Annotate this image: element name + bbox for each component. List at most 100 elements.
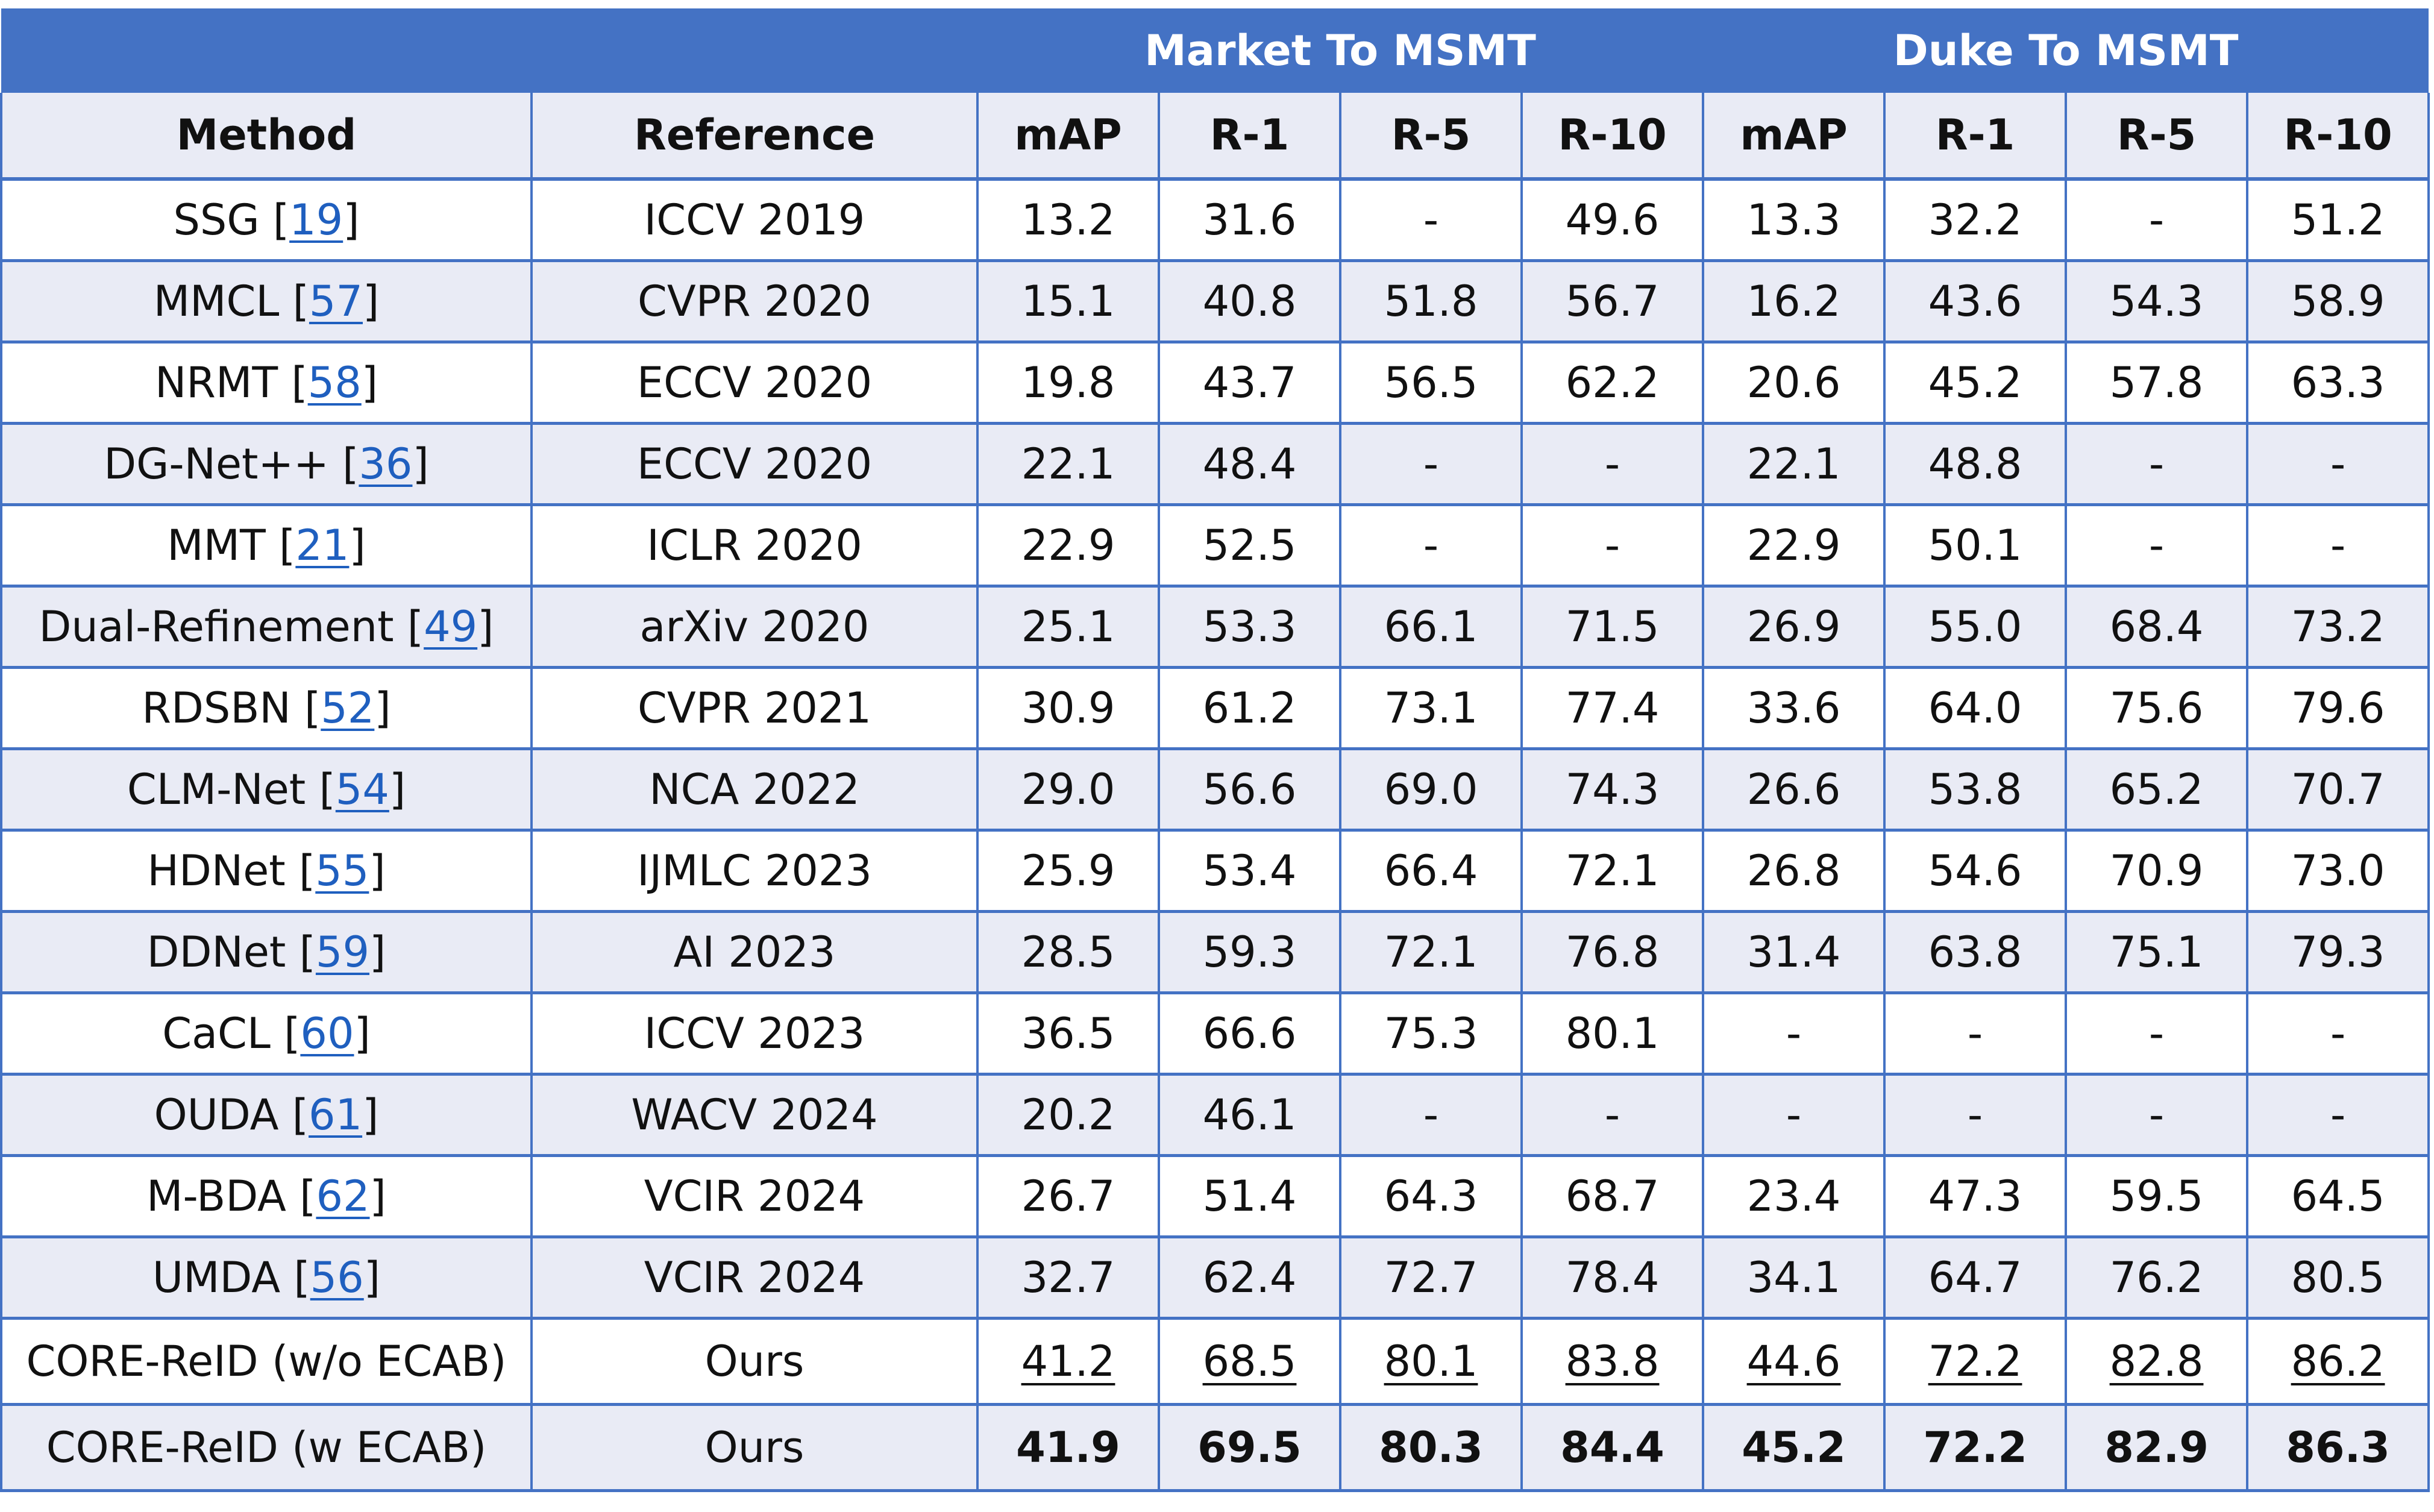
method-name: SSG [173, 195, 260, 245]
reference-cell: ICCV 2023 [530, 993, 979, 1076]
value-cell: 15.1 [976, 260, 1160, 343]
citation-link[interactable]: 56 [310, 1253, 364, 1302]
value-cell: 34.1 [1702, 1237, 1886, 1320]
value-cell: 63.3 [2246, 342, 2430, 425]
method-cell: DG-Net++ [36] [0, 423, 533, 506]
value-cell: 16.2 [1702, 260, 1886, 343]
value-cell: 26.8 [1702, 830, 1886, 913]
value-cell: - [1883, 1074, 2068, 1157]
method-name: DG-Net++ [104, 439, 329, 489]
value-cell: 73.0 [2246, 830, 2430, 913]
value-cell: 80.5 [2246, 1237, 2430, 1320]
value-cell: 72.2 [1883, 1404, 2068, 1492]
citation-link[interactable]: 57 [309, 277, 363, 326]
reference-cell: IJMLC 2023 [530, 830, 979, 913]
value-cell: - [1339, 1074, 1523, 1157]
value-cell: 43.6 [1883, 260, 2068, 343]
column-header: Method [0, 93, 533, 181]
value-cell: 44.6 [1702, 1318, 1886, 1406]
value-cell: - [2246, 504, 2430, 588]
method-cell: CORE-ReID (w ECAB) [0, 1404, 533, 1492]
value-cell: - [2246, 423, 2430, 506]
citation-link[interactable]: 21 [295, 521, 350, 570]
value-cell: 22.9 [1702, 504, 1886, 588]
citation-link[interactable]: 49 [424, 602, 478, 651]
value-cell: 47.3 [1883, 1155, 2068, 1238]
column-header: R-1 [1158, 93, 1341, 181]
value-cell: 49.6 [1520, 179, 1705, 262]
value-cell: - [1520, 1074, 1705, 1157]
value-cell: 72.1 [1520, 830, 1705, 913]
value-cell: - [2065, 1074, 2249, 1157]
value-cell: 54.3 [2065, 260, 2249, 343]
method-cell: Dual-Refinement [49] [0, 586, 533, 669]
value-cell: 56.6 [1158, 748, 1341, 832]
value-cell: 72.2 [1883, 1318, 2068, 1406]
citation-link[interactable]: 54 [335, 765, 389, 814]
value-cell: 23.4 [1702, 1155, 1886, 1238]
column-header: R-5 [1339, 93, 1523, 181]
results-table: Market To MSMT Duke To MSMT Method Refer… [0, 8, 2430, 1492]
value-cell: - [1520, 504, 1705, 588]
value-cell: 68.5 [1158, 1318, 1341, 1406]
citation-link[interactable]: 59 [315, 927, 369, 977]
value-cell: 74.3 [1520, 748, 1705, 832]
method-name: MMCL [153, 277, 280, 326]
value-cell: 31.6 [1158, 179, 1341, 262]
value-cell: 78.4 [1520, 1237, 1705, 1320]
method-name: CORE-ReID (w/o ECAB) [26, 1337, 507, 1386]
value-cell: 56.5 [1339, 342, 1523, 425]
value-cell: 64.5 [2246, 1155, 2430, 1238]
citation-link[interactable]: 19 [289, 195, 343, 245]
reference-cell: ECCV 2020 [530, 423, 979, 506]
value-cell: 54.6 [1883, 830, 2068, 913]
citation-link[interactable]: 61 [309, 1090, 363, 1140]
value-cell: 84.4 [1520, 1404, 1705, 1492]
value-cell: 26.7 [976, 1155, 1160, 1238]
method-name: NRMT [154, 358, 278, 407]
value-cell: 13.2 [976, 179, 1160, 262]
value-cell: 86.3 [2246, 1404, 2430, 1492]
value-cell: 13.3 [1702, 179, 1886, 262]
citation-link[interactable]: 52 [321, 683, 375, 733]
value-cell: 79.6 [2246, 667, 2430, 750]
value-cell: 19.8 [976, 342, 1160, 425]
reference-cell: Ours [530, 1404, 979, 1492]
method-name: UMDA [152, 1253, 281, 1302]
value-cell: 43.7 [1158, 342, 1341, 425]
method-name: MMT [167, 521, 266, 570]
method-cell: DDNet [59] [0, 911, 533, 994]
value-cell: 86.2 [2246, 1318, 2430, 1406]
table-row: CLM-Net [54] NCA 2022 29.0 56.6 69.0 74.3 26.6… [0, 748, 2430, 832]
value-cell: 56.7 [1520, 260, 1705, 343]
group-header-market: Market To MSMT [977, 8, 1704, 93]
value-cell: 45.2 [1702, 1404, 1886, 1492]
citation-link[interactable]: 36 [359, 439, 413, 489]
column-header: Reference [530, 93, 979, 181]
value-cell: 64.7 [1883, 1237, 2068, 1320]
value-cell: 83.8 [1520, 1318, 1705, 1406]
table-body: SSG [19] ICCV 2019 13.2 31.6-49.6 13.3 32.2-5… [0, 179, 2430, 1492]
citation-link[interactable]: 58 [307, 358, 362, 407]
citation-link[interactable]: 55 [315, 846, 369, 896]
method-cell: M-BDA [62] [0, 1155, 533, 1238]
value-cell: - [1883, 993, 2068, 1076]
reference-cell: NCA 2022 [530, 748, 979, 832]
method-name: CORE-ReID (w ECAB) [46, 1423, 487, 1472]
reference-cell: ICCV 2019 [530, 179, 979, 262]
value-cell: 66.1 [1339, 586, 1523, 669]
reference-cell: CVPR 2021 [530, 667, 979, 750]
table-row: DDNet [59] AI 2023 28.5 59.3 72.1 76.8 31.4 63.… [0, 911, 2430, 994]
value-cell: 64.0 [1883, 667, 2068, 750]
value-cell: - [2246, 993, 2430, 1076]
value-cell: 76.8 [1520, 911, 1705, 994]
value-cell: 51.2 [2246, 179, 2430, 262]
value-cell: 55.0 [1883, 586, 2068, 669]
citation-link[interactable]: 62 [316, 1172, 370, 1221]
value-cell: 59.3 [1158, 911, 1341, 994]
reference-cell: Ours [530, 1318, 979, 1406]
value-cell: - [1339, 504, 1523, 588]
citation-link[interactable]: 60 [300, 1009, 354, 1058]
method-cell: MMCL [57] [0, 260, 533, 343]
value-cell: - [2065, 504, 2249, 588]
